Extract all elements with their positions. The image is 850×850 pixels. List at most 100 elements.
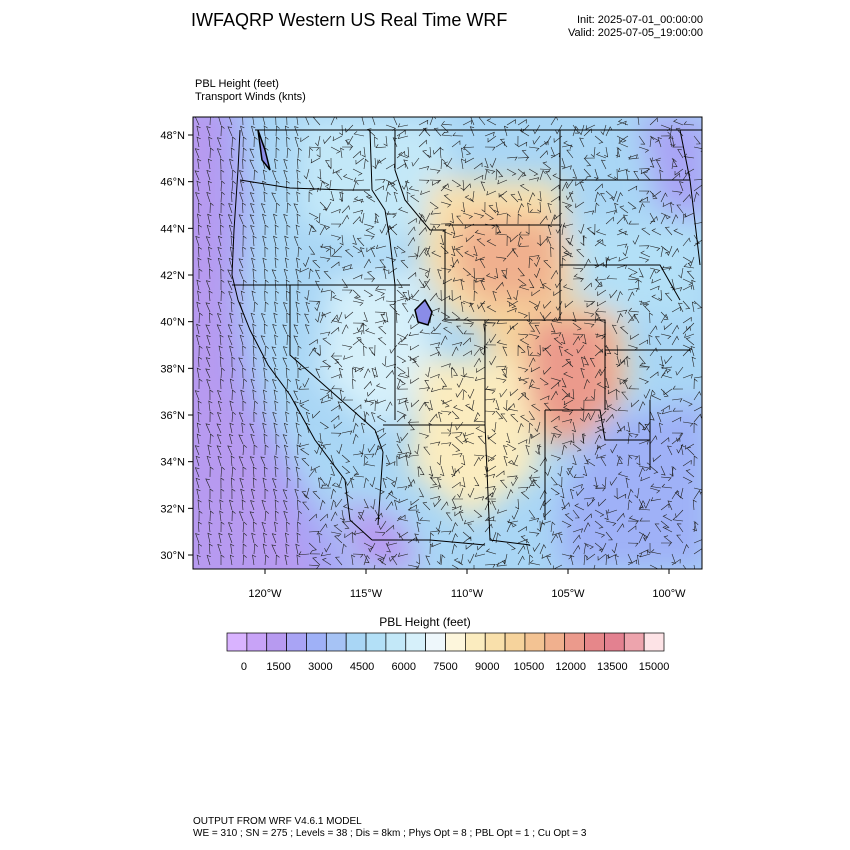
wind-barb (218, 213, 223, 225)
wind-barb (294, 489, 299, 500)
wind-barb (238, 357, 244, 368)
wind-barb (558, 533, 563, 544)
wind-barb (309, 550, 321, 555)
wind-barb (607, 509, 618, 514)
wind-barb (564, 513, 574, 522)
wind-barb (550, 454, 562, 461)
wind-barb (304, 324, 310, 335)
wind-barb (662, 201, 673, 208)
wind-barb (528, 509, 536, 519)
wind-barb (562, 284, 574, 291)
wind-barb (341, 454, 351, 463)
wind-barb (528, 531, 540, 537)
wind-barb (396, 355, 407, 363)
wind-barb (405, 146, 410, 158)
colorbar-swatch (246, 632, 268, 652)
wind-barb (547, 203, 552, 214)
wind-barb (476, 542, 486, 551)
wind-barb (408, 331, 420, 337)
wind-barb (572, 322, 582, 331)
wind-barb (451, 468, 460, 478)
wind-barb (363, 554, 370, 566)
wind-barb (205, 478, 211, 489)
wind-barb (363, 311, 368, 322)
wind-barb (534, 300, 541, 312)
map-frame (192, 116, 703, 570)
wind-barb (517, 157, 529, 162)
wind-barb (319, 523, 328, 533)
wind-barb (630, 399, 640, 408)
wind-barb (209, 389, 214, 401)
wind-barb (253, 411, 258, 423)
wind-barb (543, 402, 552, 412)
wind-barb (440, 223, 452, 228)
wind-barb (561, 498, 566, 509)
wind-barb (363, 542, 374, 550)
wind-barb (594, 509, 605, 517)
wind-barb (626, 421, 631, 433)
wind-barb (429, 530, 441, 535)
wind-barb (440, 554, 446, 566)
wind-barb (430, 210, 442, 215)
wind-barb (594, 191, 601, 203)
wind-barb (209, 510, 214, 522)
wind-barb (219, 356, 224, 368)
wind-barb (396, 486, 408, 491)
wind-barb (517, 235, 524, 247)
wind-barb (282, 324, 288, 335)
wind-barb (408, 418, 420, 423)
wind-barb (671, 432, 683, 437)
wind-barb (361, 146, 366, 158)
wind-barb (496, 211, 508, 216)
wind-barb (595, 485, 607, 489)
wind-barb (433, 498, 442, 508)
wind-barb (627, 559, 638, 566)
wind-barb (396, 414, 406, 423)
wind-barb (352, 322, 364, 327)
wind-barb (660, 266, 672, 271)
wind-barb (550, 390, 558, 401)
wind-barb (227, 269, 233, 280)
wind-barb (572, 443, 582, 452)
wind-barb (275, 136, 280, 148)
wind-barb (297, 367, 302, 378)
wind-barb (454, 465, 464, 473)
wind-barb (359, 247, 365, 258)
wind-barb (238, 269, 244, 280)
colorbar-swatch (365, 632, 387, 652)
wind-barb (455, 388, 464, 398)
wind-barb (330, 234, 342, 241)
wind-barb (321, 311, 332, 317)
wind-barb (473, 456, 481, 467)
wind-barb (671, 489, 680, 500)
wind-barb (304, 289, 310, 301)
wind-barb (658, 289, 663, 301)
wind-barb (275, 180, 280, 192)
wind-barb (506, 213, 511, 225)
wind-barb (319, 180, 326, 192)
wind-barb (638, 549, 649, 555)
wind-barb (385, 256, 397, 263)
wind-barb (660, 135, 672, 140)
wind-barb (637, 117, 642, 126)
wind-barb (506, 475, 518, 480)
wind-barb (616, 191, 623, 203)
wind-barb (429, 441, 441, 446)
wind-barb (649, 285, 660, 291)
wind-barb (429, 485, 441, 490)
wind-barb (443, 194, 453, 203)
wind-barb (667, 124, 673, 136)
wind-barb (296, 444, 301, 456)
wind-barb (682, 300, 691, 310)
wind-barb (451, 432, 463, 437)
wind-barb (529, 559, 541, 566)
wind-barb (407, 236, 416, 247)
wind-barb (275, 510, 279, 522)
wind-barb (484, 146, 496, 151)
wind-barb (473, 476, 480, 487)
wind-barb (473, 290, 478, 302)
wind-barb (440, 295, 450, 302)
wind-barb (262, 422, 267, 434)
wind-barb (334, 245, 343, 254)
wind-barb (452, 233, 464, 238)
